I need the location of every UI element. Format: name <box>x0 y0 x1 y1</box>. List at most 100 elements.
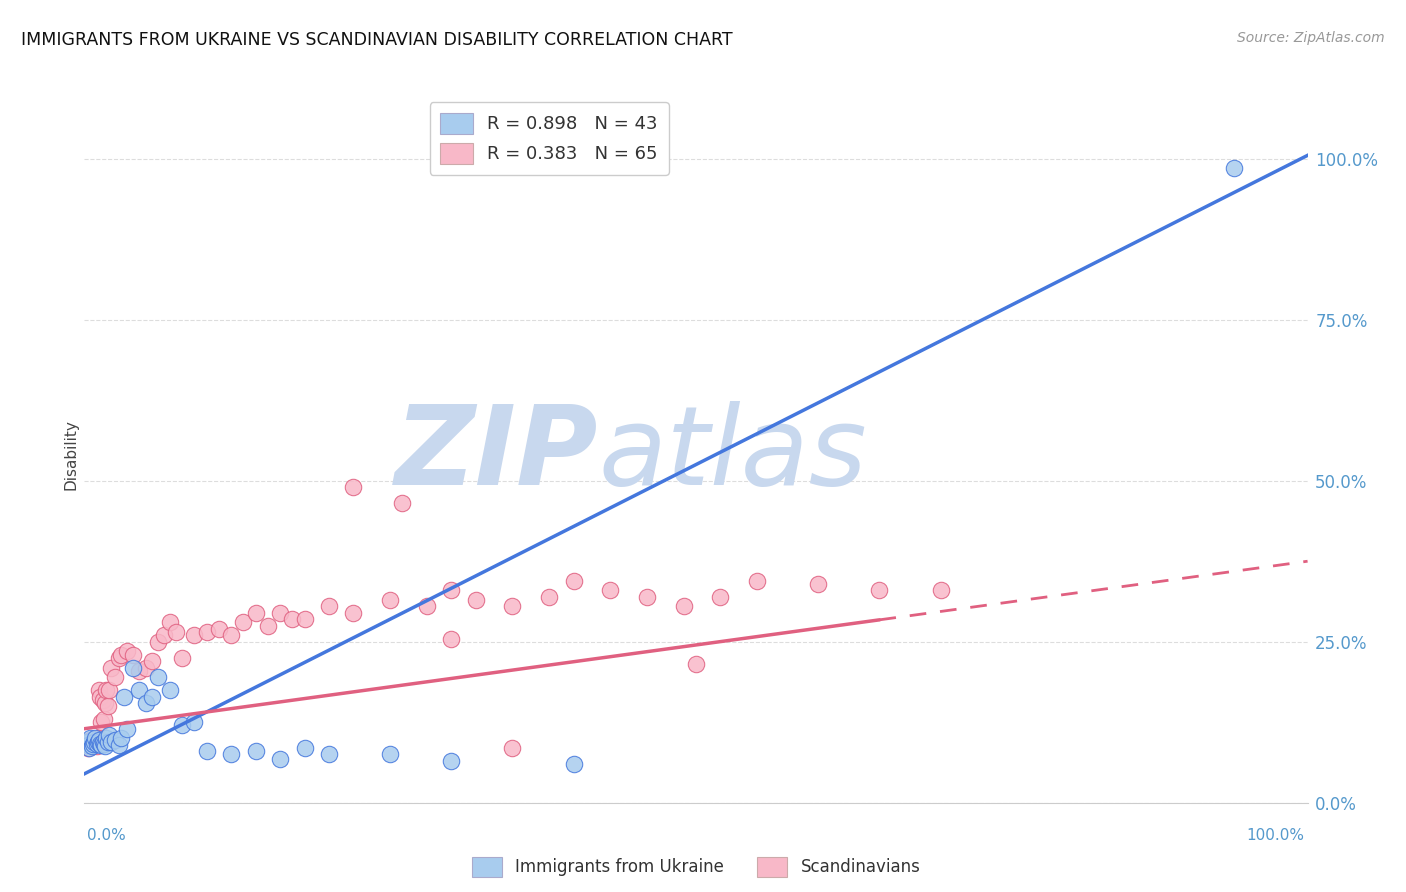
Point <box>869 583 891 598</box>
Point <box>538 590 561 604</box>
Point <box>122 648 145 662</box>
Point <box>562 757 585 772</box>
Point <box>380 747 402 762</box>
Point <box>685 657 707 672</box>
Point <box>86 739 108 753</box>
Point <box>342 480 364 494</box>
Point <box>141 690 163 704</box>
Point <box>269 606 291 620</box>
Point <box>94 696 117 710</box>
Point <box>599 583 621 598</box>
Legend: Immigrants from Ukraine, Scandinavians: Immigrants from Ukraine, Scandinavians <box>463 849 929 885</box>
Point <box>128 683 150 698</box>
Point <box>104 670 127 684</box>
Point <box>294 741 316 756</box>
Point <box>281 612 304 626</box>
Point <box>172 651 194 665</box>
Point <box>153 628 176 642</box>
Point <box>257 618 280 632</box>
Point <box>208 622 231 636</box>
Point <box>100 660 122 674</box>
Point <box>318 599 340 614</box>
Point <box>747 574 769 588</box>
Point <box>183 715 205 730</box>
Point <box>112 690 135 704</box>
Point <box>76 738 98 752</box>
Point <box>672 599 695 614</box>
Point <box>502 599 524 614</box>
Point <box>91 692 114 706</box>
Point <box>172 718 194 732</box>
Point <box>100 734 122 748</box>
Text: IMMIGRANTS FROM UKRAINE VS SCANDINAVIAN DISABILITY CORRELATION CHART: IMMIGRANTS FROM UKRAINE VS SCANDINAVIAN … <box>21 31 733 49</box>
Point <box>93 712 115 726</box>
Point <box>77 738 100 752</box>
Text: Source: ZipAtlas.com: Source: ZipAtlas.com <box>1237 31 1385 45</box>
Point <box>135 660 157 674</box>
Point <box>94 739 117 753</box>
Point <box>84 737 107 751</box>
Point <box>89 690 111 704</box>
Point <box>110 648 132 662</box>
Point <box>107 651 129 665</box>
Point <box>90 715 112 730</box>
Point <box>90 738 112 752</box>
Point <box>416 599 439 614</box>
Point <box>86 737 108 751</box>
Point <box>91 734 114 748</box>
Point <box>245 606 267 620</box>
Point <box>82 737 104 751</box>
Point <box>709 590 731 604</box>
Point <box>183 628 205 642</box>
Point <box>807 576 830 591</box>
Point <box>87 683 110 698</box>
Point <box>115 722 138 736</box>
Point <box>440 754 463 768</box>
Point <box>318 747 340 762</box>
Point <box>294 612 316 626</box>
Point <box>440 583 463 598</box>
Point <box>115 644 138 658</box>
Point <box>82 739 104 753</box>
Point <box>96 731 118 746</box>
Text: ZIP: ZIP <box>395 401 598 508</box>
Point <box>79 732 101 747</box>
Point <box>77 741 100 756</box>
Point <box>929 583 952 598</box>
Point <box>342 606 364 620</box>
Point <box>104 732 127 747</box>
Point <box>219 747 242 762</box>
Point <box>97 683 120 698</box>
Point <box>84 731 107 746</box>
Point <box>110 731 132 746</box>
Point <box>562 574 585 588</box>
Point <box>87 732 110 747</box>
Point <box>97 728 120 742</box>
Text: 100.0%: 100.0% <box>1247 828 1305 843</box>
Point <box>440 632 463 646</box>
Point <box>128 664 150 678</box>
Point <box>77 741 100 756</box>
Point <box>159 615 181 630</box>
Point <box>76 734 98 748</box>
Point <box>245 744 267 758</box>
Point <box>195 625 218 640</box>
Point <box>141 654 163 668</box>
Point <box>97 699 120 714</box>
Point <box>159 683 181 698</box>
Point <box>93 737 115 751</box>
Text: atlas: atlas <box>598 401 866 508</box>
Point <box>146 670 169 684</box>
Point <box>83 734 105 748</box>
Point <box>219 628 242 642</box>
Point <box>464 592 486 607</box>
Text: 0.0%: 0.0% <box>87 828 127 843</box>
Point <box>146 634 169 648</box>
Point <box>232 615 254 630</box>
Point <box>269 752 291 766</box>
Point <box>165 625 187 640</box>
Point <box>391 496 413 510</box>
Point <box>1223 161 1246 176</box>
Point <box>80 739 103 753</box>
Point <box>87 731 110 746</box>
